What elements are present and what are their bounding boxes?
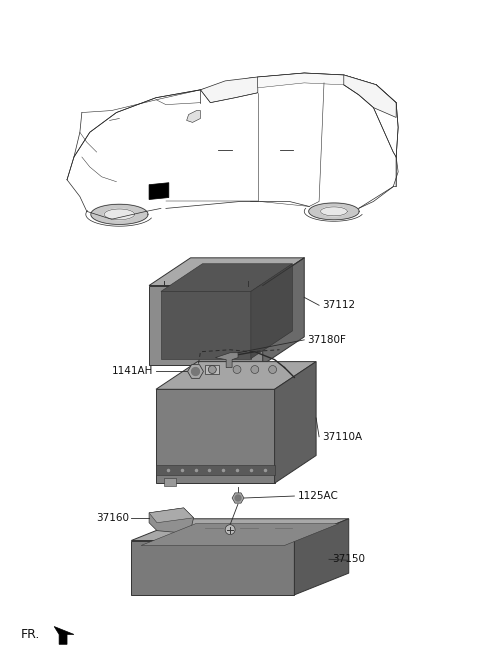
Polygon shape: [309, 203, 359, 220]
Polygon shape: [263, 258, 304, 365]
Text: 37160: 37160: [96, 512, 129, 523]
Polygon shape: [187, 110, 201, 122]
Circle shape: [225, 525, 235, 535]
Text: 37180F: 37180F: [307, 335, 346, 345]
Polygon shape: [149, 508, 193, 523]
Polygon shape: [258, 73, 376, 95]
Polygon shape: [54, 627, 74, 645]
Polygon shape: [156, 361, 316, 390]
Polygon shape: [251, 263, 292, 359]
Polygon shape: [275, 361, 316, 483]
Polygon shape: [216, 353, 238, 367]
Polygon shape: [141, 524, 339, 545]
Polygon shape: [131, 519, 349, 541]
Polygon shape: [294, 519, 349, 595]
Polygon shape: [161, 292, 251, 359]
Circle shape: [269, 365, 276, 373]
Text: 1141AH: 1141AH: [112, 367, 153, 376]
Polygon shape: [156, 465, 275, 475]
Polygon shape: [149, 183, 169, 200]
Circle shape: [251, 365, 259, 373]
Polygon shape: [149, 286, 263, 365]
Polygon shape: [235, 495, 241, 501]
Text: 37110A: 37110A: [322, 432, 362, 442]
Polygon shape: [149, 258, 304, 286]
Polygon shape: [321, 207, 347, 215]
Polygon shape: [149, 508, 193, 533]
Polygon shape: [161, 263, 292, 292]
Circle shape: [233, 365, 241, 373]
Circle shape: [208, 365, 216, 373]
Polygon shape: [131, 541, 294, 595]
Polygon shape: [344, 75, 396, 118]
Polygon shape: [201, 77, 258, 102]
Text: 37150: 37150: [332, 555, 365, 564]
Polygon shape: [192, 367, 200, 375]
Bar: [164, 478, 176, 486]
Bar: [205, 365, 219, 374]
Polygon shape: [104, 209, 134, 219]
Polygon shape: [232, 493, 244, 503]
Polygon shape: [156, 390, 275, 483]
Text: 37112: 37112: [322, 300, 355, 310]
Polygon shape: [188, 365, 204, 378]
Polygon shape: [91, 204, 148, 225]
Text: 1125AC: 1125AC: [297, 491, 338, 501]
Text: FR.: FR.: [21, 628, 40, 641]
